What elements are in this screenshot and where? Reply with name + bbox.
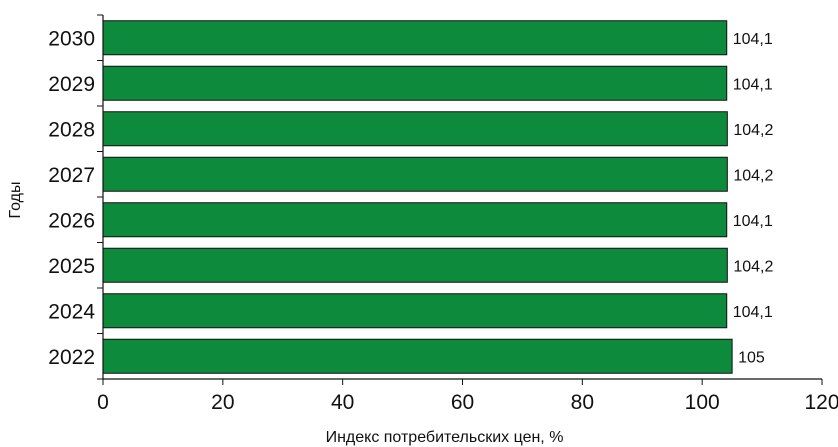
data-label-2030: 104,1 (733, 31, 773, 48)
data-label-2025: 104,2 (733, 258, 773, 275)
x-tick-label-60: 60 (451, 391, 474, 414)
data-label-2028: 104,2 (733, 122, 773, 139)
y-tick-label-2024: 2024 (48, 300, 95, 323)
bar-2027 (102, 156, 728, 192)
y-tick-label-2029: 2029 (48, 73, 95, 96)
y-tick-label-2026: 2026 (48, 209, 95, 232)
data-label-2027: 104,2 (733, 167, 773, 184)
x-axis-title: Индекс потребительских цен, % (326, 429, 564, 446)
data-label-2024: 104,1 (733, 304, 773, 321)
x-ticks-layer: 0 20 40 60 80 100 120 (97, 379, 838, 414)
y-ticks-layer: 2022 2024 2025 2026 2027 2028 2029 2030 (48, 14, 103, 380)
x-tick-label-20: 20 (211, 391, 234, 414)
data-labels-layer: 105 104,1 104,2 104,1 104,2 104,2 104,1 104,1 (733, 31, 774, 367)
bar-2024 (102, 293, 728, 329)
bar-2030 (102, 20, 728, 56)
y-axis-title: Годы (7, 182, 24, 219)
bar-2022 (102, 338, 733, 374)
bars-layer (102, 20, 733, 374)
y-tick-label-2030: 2030 (48, 27, 95, 50)
x-tick-label-100: 100 (685, 391, 720, 414)
bar-2026 (102, 202, 728, 238)
y-tick-label-2027: 2027 (48, 164, 95, 187)
y-tick-label-2022: 2022 (48, 346, 95, 369)
x-tick-label-0: 0 (97, 391, 109, 414)
bar-2025 (102, 247, 728, 283)
x-tick-label-40: 40 (331, 391, 354, 414)
y-tick-label-2025: 2025 (48, 255, 95, 278)
bar-2029 (102, 65, 728, 101)
x-tick-label-80: 80 (571, 391, 594, 414)
data-label-2022: 105 (738, 349, 765, 366)
data-label-2026: 104,1 (733, 213, 773, 230)
y-tick-label-2028: 2028 (48, 118, 95, 141)
x-tick-label-120: 120 (804, 391, 838, 414)
data-label-2029: 104,1 (733, 76, 773, 93)
bar-2028 (102, 111, 728, 147)
